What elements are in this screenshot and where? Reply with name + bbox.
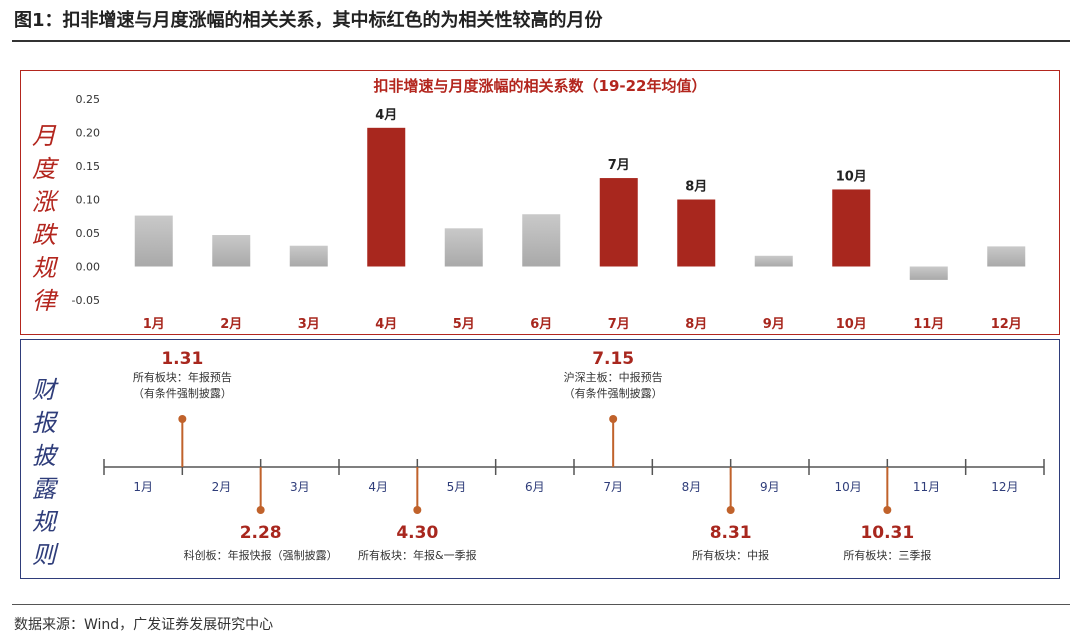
disclosure-event: 4.30 所有板块：年报&一季报 (358, 467, 477, 562)
x-tick-label: 11月 (913, 317, 944, 332)
bottom-divider (12, 604, 1070, 605)
event-date: 8.31 (710, 523, 752, 543)
bar-7 (599, 178, 638, 267)
bar-6 (522, 214, 561, 267)
bar-10 (832, 189, 871, 267)
event-date: 4.30 (396, 523, 438, 543)
y-tick-label: 0.10 (76, 194, 101, 207)
event-marker (178, 415, 187, 423)
y-tick-label: 0.00 (76, 261, 101, 274)
source-note: 数据来源：Wind，广发证券发展研究中心 (14, 617, 274, 633)
monthly-pattern-label-char: 规 (32, 254, 56, 282)
disclosure-event: 10.31 所有板块：三季报 (843, 467, 931, 562)
x-tick-label: 5月 (453, 317, 475, 332)
bar-11 (909, 266, 948, 280)
x-tick-label: 7月 (608, 317, 630, 332)
timeline-month-label: 5月 (447, 480, 467, 494)
monthly-pattern-label-char: 律 (32, 287, 56, 315)
event-date: 1.31 (161, 349, 203, 369)
x-tick-label: 12月 (991, 317, 1022, 332)
x-tick-label: 4月 (375, 317, 397, 332)
event-description: 所有板块：年报预告 (133, 370, 232, 384)
timeline-month-label: 7月 (603, 480, 623, 494)
x-tick-label: 10月 (836, 317, 867, 332)
chart-title: 扣非增速与月度涨幅的相关系数（19-22年均值） (374, 77, 707, 95)
disclosure-rules-label-char: 露 (32, 475, 56, 503)
event-marker (883, 506, 892, 514)
bar-data-label: 7月 (608, 158, 630, 173)
event-date: 7.15 (592, 349, 634, 369)
event-description: （有条件强制披露） (133, 386, 232, 400)
disclosure-rules-label-char: 财 (32, 376, 56, 404)
x-tick-label: 9月 (763, 317, 785, 332)
monthly-pattern-label-char: 涨 (32, 188, 56, 216)
y-tick-label: 0.05 (76, 227, 101, 240)
top-divider (12, 40, 1070, 42)
event-marker (726, 506, 735, 514)
disclosure-rules-side-label: 财报披露规则 (26, 374, 62, 572)
timeline-month-label: 9月 (760, 480, 780, 494)
x-tick-label: 6月 (530, 317, 552, 332)
bar-5 (444, 228, 483, 267)
timeline-month-label: 4月 (368, 480, 388, 494)
y-tick-label: -0.05 (72, 294, 100, 307)
event-description: （有条件强制披露） (564, 386, 663, 400)
event-marker (256, 506, 265, 514)
timeline-month-label: 6月 (525, 480, 545, 494)
monthly-pattern-side-label: 月度涨跌规律 (26, 120, 62, 318)
y-tick-label: 0.20 (76, 127, 101, 140)
disclosure-rules-label-char: 则 (32, 541, 56, 569)
bar-4 (367, 127, 406, 267)
timeline-month-label: 10月 (835, 480, 862, 494)
timeline-month-label: 11月 (913, 480, 940, 494)
timeline-month-label: 3月 (290, 480, 310, 494)
event-date: 10.31 (860, 523, 914, 543)
disclosure-event: 8.31 所有板块：中报 (692, 467, 769, 562)
bar-1 (134, 215, 173, 267)
x-tick-label: 3月 (298, 317, 320, 332)
disclosure-rules-label-char: 规 (32, 508, 56, 536)
bar-data-label: 4月 (375, 108, 397, 123)
monthly-pattern-label-char: 跌 (32, 221, 56, 249)
x-tick-label: 8月 (685, 317, 707, 332)
monthly-pattern-label-char: 度 (32, 155, 56, 183)
y-tick-label: 0.15 (76, 160, 101, 173)
monthly-pattern-label-char: 月 (32, 122, 56, 150)
disclosure-rules-label-char: 报 (32, 409, 56, 437)
event-description: 沪深主板：中报预告 (564, 370, 663, 384)
event-marker (413, 506, 422, 514)
y-tick-label: 0.25 (76, 93, 101, 106)
disclosure-rules-label-char: 披 (32, 442, 56, 470)
event-description: 所有板块：年报&一季报 (358, 548, 477, 562)
event-marker (609, 415, 618, 423)
figure-title: 图1：扣非增速与月度涨幅的相关关系，其中标红色的为相关性较高的月份 (14, 10, 603, 31)
bar-2 (212, 235, 251, 267)
event-description: 所有板块：中报 (692, 548, 769, 562)
disclosure-event: 2.28 科创板：年报快报（强制披露） (184, 467, 338, 562)
bar-data-label: 10月 (836, 169, 867, 184)
event-description: 所有板块：三季报 (843, 548, 931, 562)
disclosure-rules-panel (20, 339, 1060, 579)
monthly-pattern-panel (20, 70, 1060, 335)
event-description: 科创板：年报快报（强制披露） (184, 548, 338, 562)
event-date: 2.28 (240, 523, 282, 543)
bar-3 (289, 245, 328, 267)
timeline-month-label: 12月 (991, 480, 1018, 494)
x-tick-label: 1月 (143, 317, 165, 332)
bar-data-label: 8月 (685, 180, 707, 195)
timeline-month-label: 2月 (212, 480, 232, 494)
bar-9 (754, 255, 793, 267)
bar-8 (677, 199, 716, 267)
timeline-month-label: 8月 (682, 480, 702, 494)
timeline-month-label: 1月 (133, 480, 153, 494)
bar-12 (987, 246, 1026, 267)
x-tick-label: 2月 (220, 317, 242, 332)
